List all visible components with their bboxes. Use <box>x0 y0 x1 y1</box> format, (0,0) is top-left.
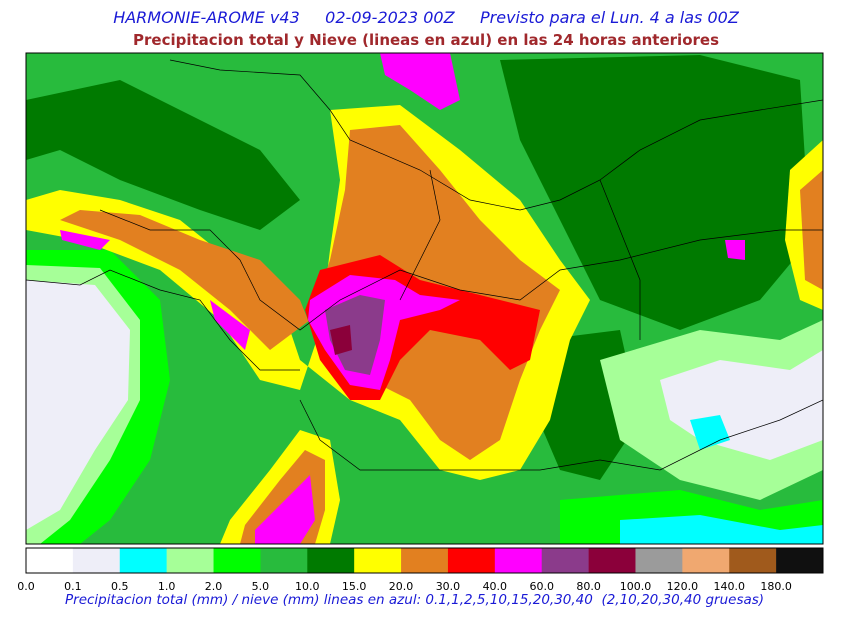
area <box>330 325 352 355</box>
colorbar-swatch <box>401 548 449 573</box>
area <box>380 53 460 110</box>
area <box>325 295 385 375</box>
area <box>210 300 250 350</box>
colorbar-swatch <box>72 548 121 573</box>
colorbar-label: 180.0 <box>760 580 792 593</box>
area <box>255 475 315 544</box>
colorbar-swatch <box>260 548 308 573</box>
area <box>26 80 300 230</box>
colorbar-label: 0.5 <box>111 580 129 593</box>
colorbar-label: 20.0 <box>389 580 414 593</box>
colorbar-swatch <box>26 548 74 573</box>
colorbar-swatch <box>166 548 214 573</box>
area <box>500 55 810 330</box>
area <box>26 280 130 530</box>
title: HARMONIE-AROME v43 02-09-2023 00Z Previs… <box>113 8 739 27</box>
colorbar-swatch <box>635 548 683 573</box>
area <box>725 240 745 260</box>
subtitle: Precipitacion total y Nieve (lineas en a… <box>133 31 719 49</box>
colorbar-frame <box>25 547 824 574</box>
colorbar-label: 0.0 <box>17 580 35 593</box>
colorbar-label: 15.0 <box>342 580 367 593</box>
colorbar-label: 2.0 <box>205 580 223 593</box>
area <box>620 515 823 544</box>
colorbar-swatch <box>354 548 402 573</box>
colorbar-label: 140.0 <box>713 580 745 593</box>
colorbar-label: 60.0 <box>529 580 554 593</box>
colorbar: 0.0 0.1 0.5 1.0 2.0 5.0 10.0 15.0 20.0 30.0 40.0 60… <box>17 548 824 593</box>
colorbar-label: 10.0 <box>295 580 320 593</box>
colorbar-label: 30.0 <box>436 580 461 593</box>
colorbar-label: 0.1 <box>64 580 82 593</box>
colorbar-label: 5.0 <box>252 580 270 593</box>
colorbar-swatch <box>307 548 355 573</box>
colorbar-label: 80.0 <box>576 580 601 593</box>
precip-map <box>26 53 823 544</box>
colorbar-label: 40.0 <box>483 580 508 593</box>
colorbar-swatch <box>213 548 261 573</box>
colorbar-swatch <box>588 548 636 573</box>
colorbar-label: 1.0 <box>158 580 176 593</box>
colorbar-swatch <box>729 548 777 573</box>
borders <box>26 59 823 471</box>
colorbar-swatch <box>447 548 496 573</box>
colorbar-swatch <box>119 548 167 573</box>
map-frame <box>25 52 824 545</box>
colorbar-swatch <box>776 548 824 573</box>
colorbar-label: 100.0 <box>620 580 652 593</box>
colorbar-swatch <box>541 548 589 573</box>
area <box>60 125 560 460</box>
colorbar-label: 120.0 <box>667 580 699 593</box>
footer: Precipitacion total (mm) / nieve (mm) li… <box>65 592 765 608</box>
colorbar-swatch <box>494 548 543 573</box>
area <box>690 415 730 450</box>
colorbar-swatch <box>682 548 730 573</box>
area <box>60 230 110 250</box>
